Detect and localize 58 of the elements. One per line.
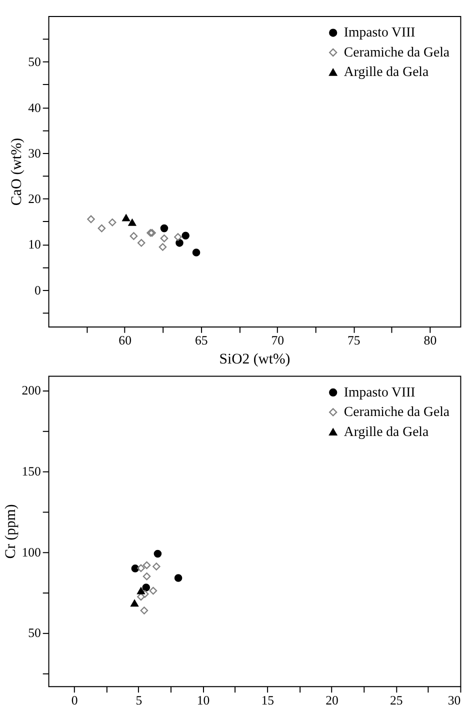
point: [140, 590, 149, 598]
x-tick-label: 25: [390, 693, 403, 708]
x-tick-label: 75: [348, 334, 360, 348]
legend-label: Argille da Gela: [344, 64, 429, 80]
point: [140, 606, 148, 614]
legend-label: Argille da Gela: [344, 424, 429, 439]
x-tick-label: 20: [326, 693, 338, 708]
x-tick-label: 65: [194, 334, 208, 348]
point: [176, 239, 184, 247]
point: [98, 224, 106, 232]
point: [137, 587, 145, 594]
point: [160, 224, 168, 232]
point: [130, 232, 138, 240]
point: [182, 232, 190, 240]
x-tick-label: 5: [136, 693, 142, 708]
point: [87, 215, 95, 224]
y-tick-label: 10: [28, 238, 41, 252]
x-tick-label: 15: [261, 693, 274, 708]
y-tick-label: 50: [28, 55, 41, 70]
point: [160, 234, 168, 242]
legend-label: Impasto VIII: [344, 384, 416, 400]
legend-label: Ceramiche da Gela: [344, 44, 450, 60]
y-axis-title: Cr (ppm): [2, 504, 19, 559]
x-tick-label: 70: [271, 334, 284, 348]
point: [174, 574, 182, 582]
legend-label: Ceramiche da Gela: [344, 404, 450, 420]
y-tick-label: 200: [22, 384, 41, 398]
point: [149, 586, 158, 595]
y-tick-label: 150: [22, 464, 41, 479]
point: [142, 561, 151, 570]
x-tick-label: 30: [448, 693, 461, 708]
point: [152, 562, 160, 570]
x-axis-title: SiO2 (wt%): [219, 351, 290, 368]
point: [130, 600, 138, 607]
point: [142, 584, 150, 592]
point: [192, 248, 200, 256]
y-tick-label: 0: [34, 283, 41, 298]
point: [174, 233, 182, 241]
x-tick-label: 10: [196, 693, 210, 708]
x-tick-label: 0: [71, 693, 78, 708]
point: [108, 218, 116, 226]
y-tick-label: 100: [22, 545, 41, 560]
point: [137, 239, 146, 247]
point: [122, 214, 130, 222]
legend-label: Impasto VIII: [344, 24, 416, 40]
point: [154, 550, 162, 558]
y-axis-title: CaO (wt%): [9, 138, 26, 206]
y-tick-label: 40: [28, 100, 41, 115]
x-tick-label: 80: [424, 334, 437, 348]
x-tick-label: 60: [118, 334, 132, 348]
y-tick-label: 50: [28, 626, 41, 640]
point: [142, 572, 151, 580]
y-tick-label: 30: [28, 146, 41, 160]
point: [131, 564, 140, 572]
y-tick-label: 20: [28, 192, 41, 206]
point: [137, 564, 145, 572]
point: [158, 243, 167, 251]
point: [128, 218, 136, 226]
